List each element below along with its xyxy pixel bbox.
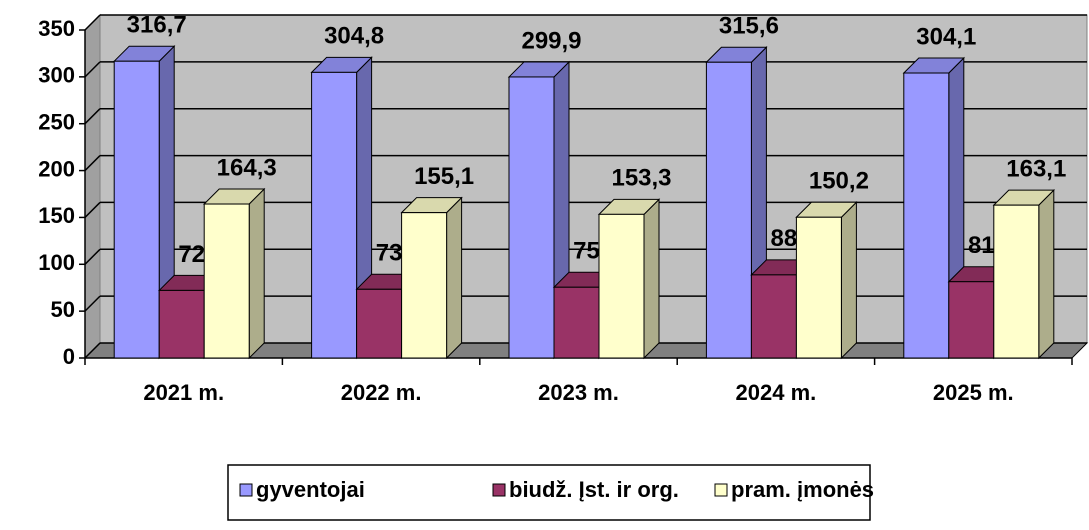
bar <box>113 60 160 359</box>
grid-line-side <box>84 108 101 125</box>
legend-swatch <box>492 483 506 497</box>
y-tick-label: 350 <box>38 16 75 41</box>
bar-side <box>1038 188 1055 360</box>
bar-side <box>446 196 463 360</box>
y-tick-label: 50 <box>51 297 75 322</box>
data-label: 164,3 <box>217 154 277 181</box>
grid-line-side <box>84 201 101 218</box>
data-label: 304,1 <box>916 23 976 50</box>
bar-side <box>840 201 857 360</box>
x-tick-label: 2023 m. <box>538 380 619 405</box>
bar <box>750 274 797 359</box>
data-label: 150,2 <box>809 168 869 195</box>
bar <box>903 72 950 359</box>
bar <box>705 61 752 359</box>
legend-swatch <box>714 483 728 497</box>
data-label: 155,1 <box>414 163 474 190</box>
data-label: 163,1 <box>1006 155 1066 182</box>
bar <box>158 289 205 359</box>
y-tick-label: 250 <box>38 110 75 135</box>
y-tick-label: 200 <box>38 156 75 181</box>
legend-label: pram. įmonės <box>731 477 874 502</box>
x-tick-label: 2024 m. <box>736 380 817 405</box>
bar <box>553 286 600 359</box>
data-label: 316,7 <box>127 12 187 39</box>
bar-side <box>643 198 660 360</box>
legend-label: biudž. Įst. ir org. <box>509 477 679 502</box>
side-wall <box>84 13 101 360</box>
bar <box>795 216 842 359</box>
bar <box>356 288 403 359</box>
grid-line-side <box>84 14 101 31</box>
data-label: 304,8 <box>324 23 384 50</box>
bar <box>203 203 250 359</box>
legend-label: gyventojai <box>256 477 365 502</box>
data-label: 153,3 <box>611 165 671 192</box>
grid-line-side <box>84 295 101 312</box>
y-tick-label: 150 <box>38 203 75 228</box>
grid-line-side <box>84 61 101 78</box>
x-tick-label: 2022 m. <box>341 380 422 405</box>
bar <box>948 281 995 359</box>
y-tick-label: 300 <box>38 63 75 88</box>
x-tick-label: 2021 m. <box>143 380 224 405</box>
data-label: 299,9 <box>521 27 581 54</box>
grid-line-side <box>84 155 101 172</box>
bar-side <box>248 187 265 360</box>
legend-swatch <box>239 483 253 497</box>
bar <box>401 212 448 359</box>
x-tick-label: 2025 m. <box>933 380 1014 405</box>
data-label: 315,6 <box>719 13 779 40</box>
bar <box>311 71 358 359</box>
grid-line-side <box>84 342 101 359</box>
grid-line-side <box>84 248 101 265</box>
y-tick-label: 0 <box>63 344 75 369</box>
legend-box <box>227 464 871 521</box>
y-tick-label: 100 <box>38 250 75 275</box>
bar <box>993 204 1040 359</box>
bar <box>508 76 555 359</box>
bar <box>598 213 645 359</box>
